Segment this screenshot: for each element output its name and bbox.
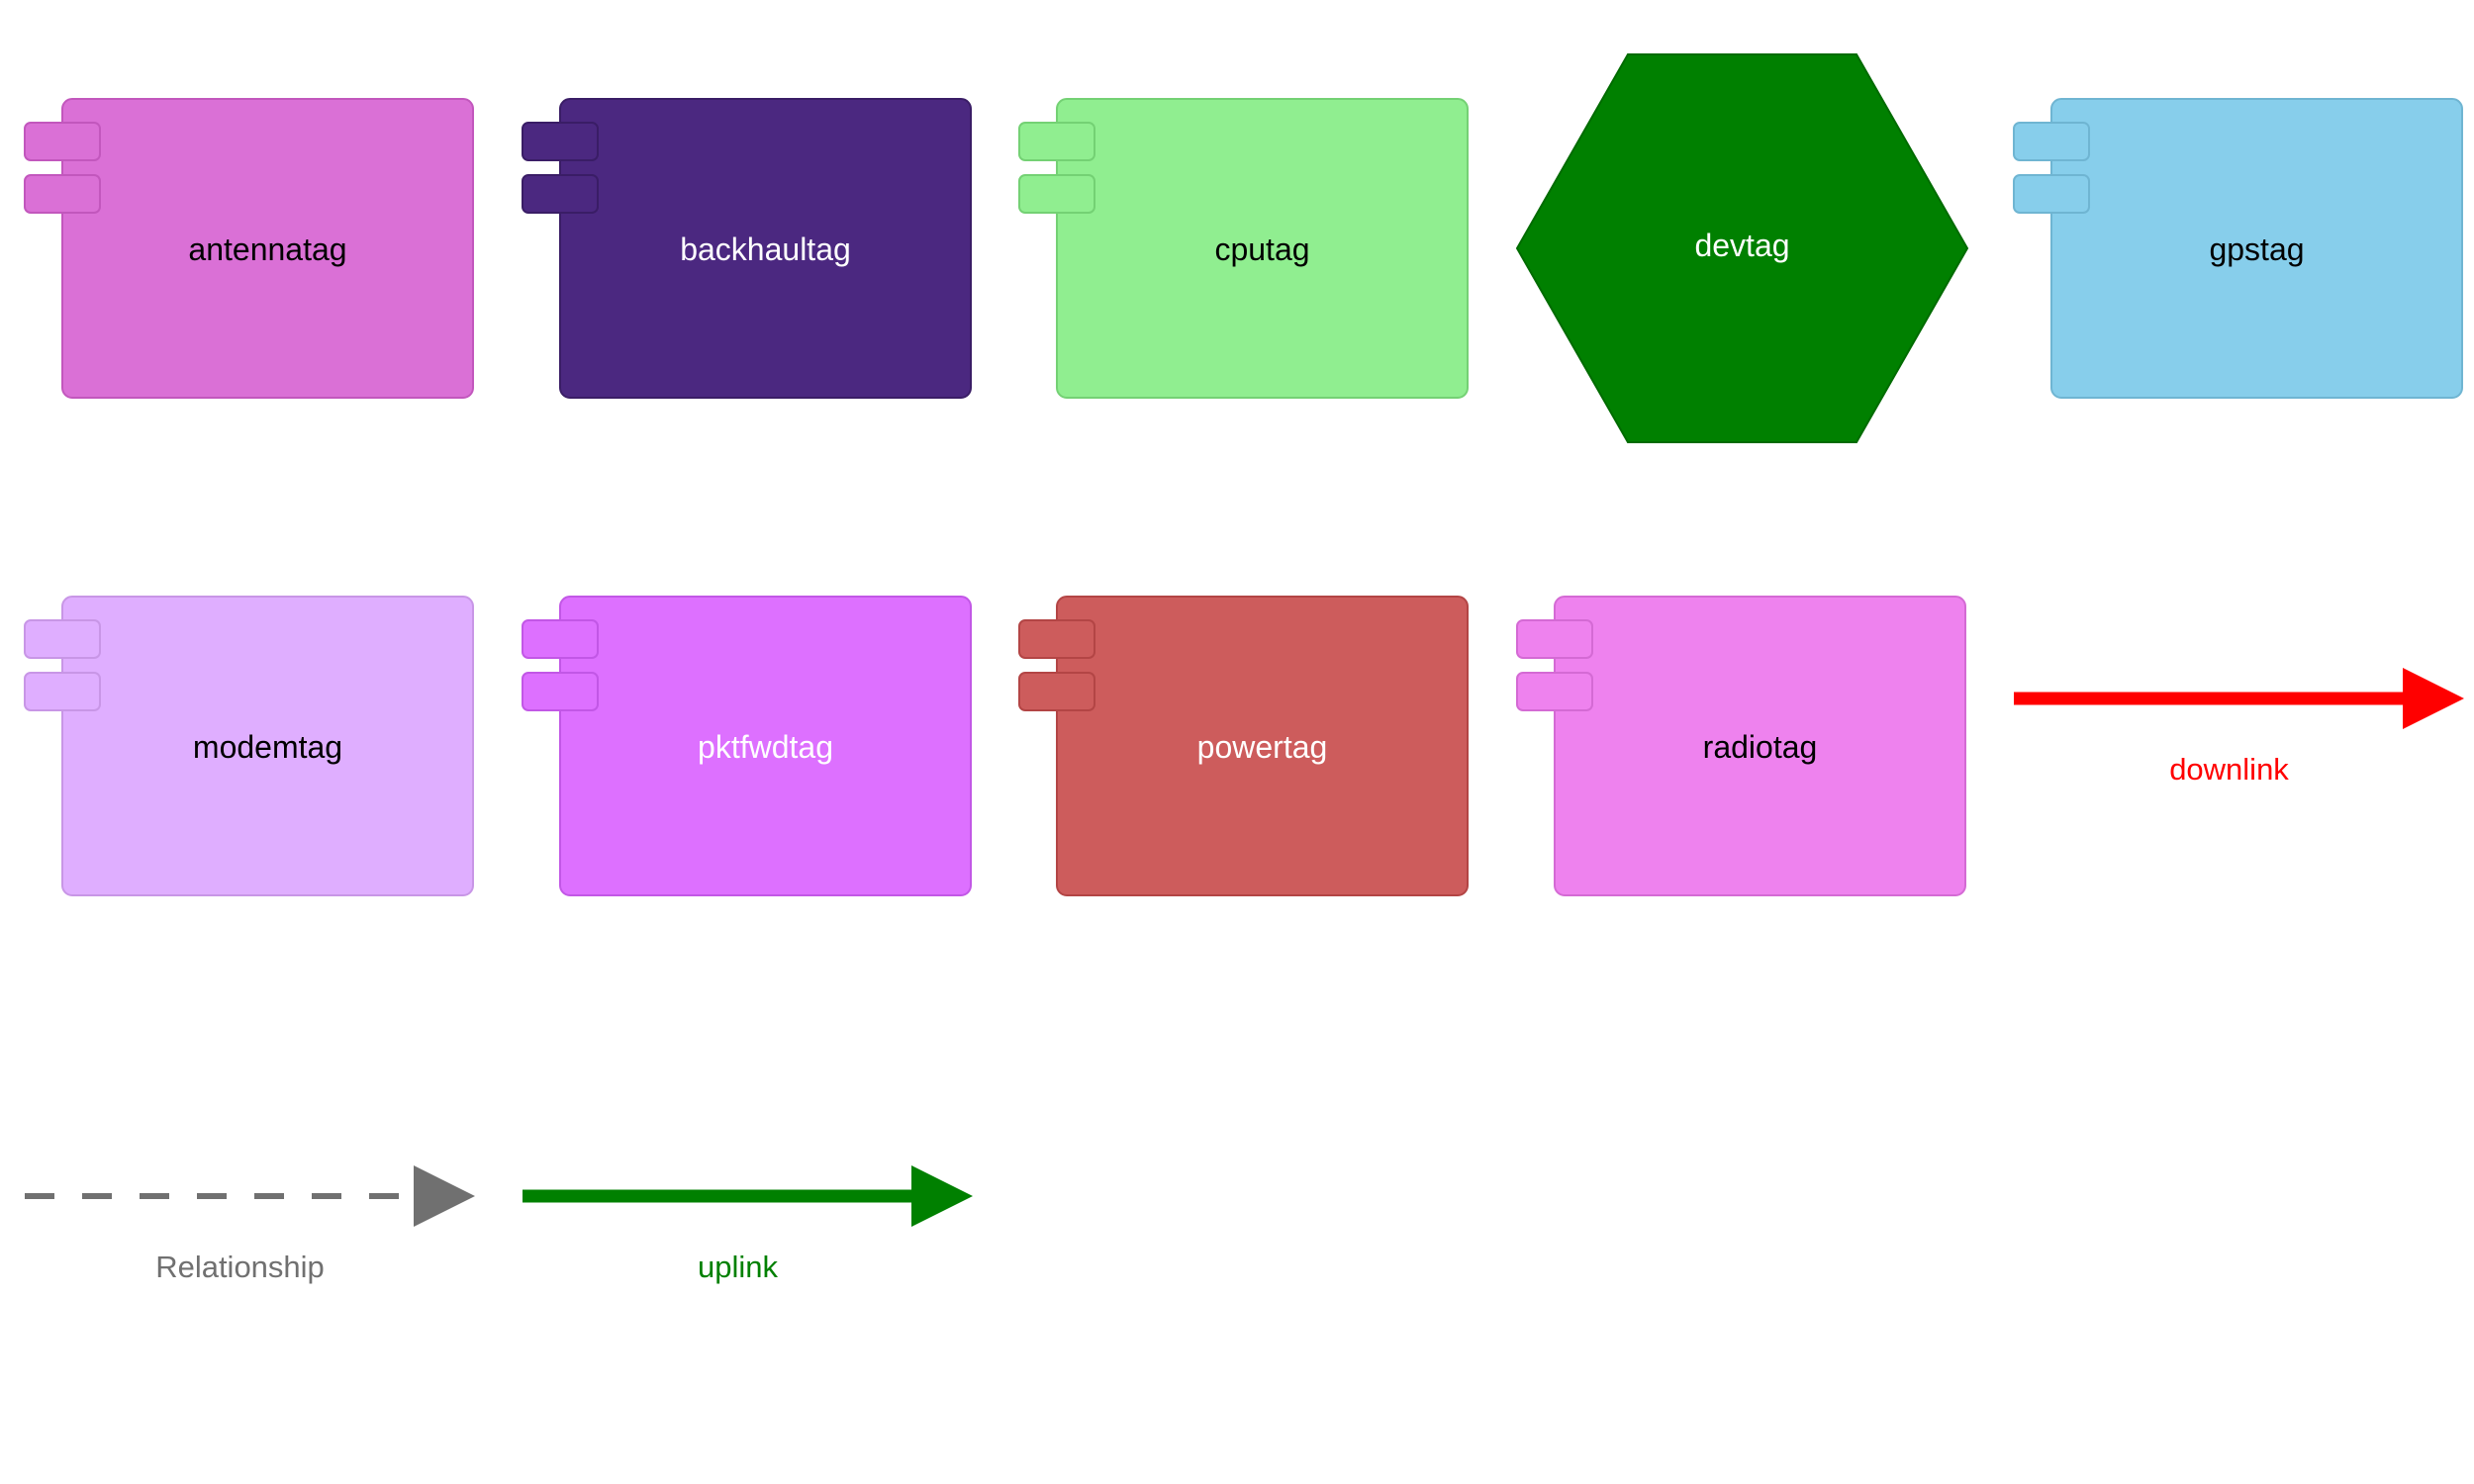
component-port-top [24, 619, 101, 659]
legend-relationship-uplink: uplink [523, 1165, 973, 1284]
component-port-bottom [24, 174, 101, 214]
legend-element-backhaultag: backhaultag [522, 98, 972, 399]
legend-element-cputag: cputag [1018, 98, 1469, 399]
component-body [559, 596, 972, 896]
hexagon-shape [1515, 53, 1969, 443]
component-port-top [24, 122, 101, 161]
legend-element-label: cputag [1214, 232, 1309, 267]
legend-relationship-label: Relationship [155, 1250, 325, 1284]
component-body [1056, 98, 1469, 399]
legend-relationship-label: downlink [2169, 752, 2289, 787]
component-body [61, 98, 474, 399]
component-body [1554, 596, 1966, 896]
component-body [2050, 98, 2463, 399]
component-port-bottom [2013, 174, 2090, 214]
component-port-top [522, 619, 599, 659]
relationship-arrowhead [2403, 668, 2464, 729]
component-port-bottom [522, 672, 599, 711]
legend-element-antennatag: antennatag [24, 98, 474, 399]
legend-element-label: radiotag [1703, 729, 1818, 765]
legend-element-devtag: devtag [1515, 53, 1969, 443]
legend-element-label: pktfwdtag [698, 729, 833, 765]
component-port-top [2013, 122, 2090, 161]
legend-element-label: backhaultag [680, 232, 851, 267]
component-body [559, 98, 972, 399]
legend-element-modemtag: modemtag [24, 596, 474, 896]
component-body [1056, 596, 1469, 896]
legend-element-label: powertag [1197, 729, 1328, 765]
legend-element-label: antennatag [188, 232, 346, 267]
legend-element-gpstag: gpstag [2013, 98, 2463, 399]
relationship-arrowhead [414, 1165, 475, 1227]
component-port-top [1516, 619, 1593, 659]
component-body [61, 596, 474, 896]
component-port-top [522, 122, 599, 161]
component-port-top [1018, 122, 1095, 161]
legend-element-label: devtag [1694, 228, 1789, 263]
legend-relationship-downlink: downlink [2014, 668, 2464, 787]
legend-element-radiotag: radiotag [1516, 596, 1966, 896]
component-port-bottom [24, 672, 101, 711]
component-port-top [1018, 619, 1095, 659]
legend-element-label: gpstag [2209, 232, 2304, 267]
legend-relationship-label: uplink [698, 1250, 778, 1284]
component-port-bottom [522, 174, 599, 214]
legend-element-pktfwdtag: pktfwdtag [522, 596, 972, 896]
relationship-arrowhead [911, 1165, 973, 1227]
component-port-bottom [1018, 174, 1095, 214]
legend-element-label: modemtag [193, 729, 342, 765]
component-port-bottom [1018, 672, 1095, 711]
legend-element-powertag: powertag [1018, 596, 1469, 896]
legend-relationship-relationship: Relationship [25, 1165, 475, 1284]
component-port-bottom [1516, 672, 1593, 711]
